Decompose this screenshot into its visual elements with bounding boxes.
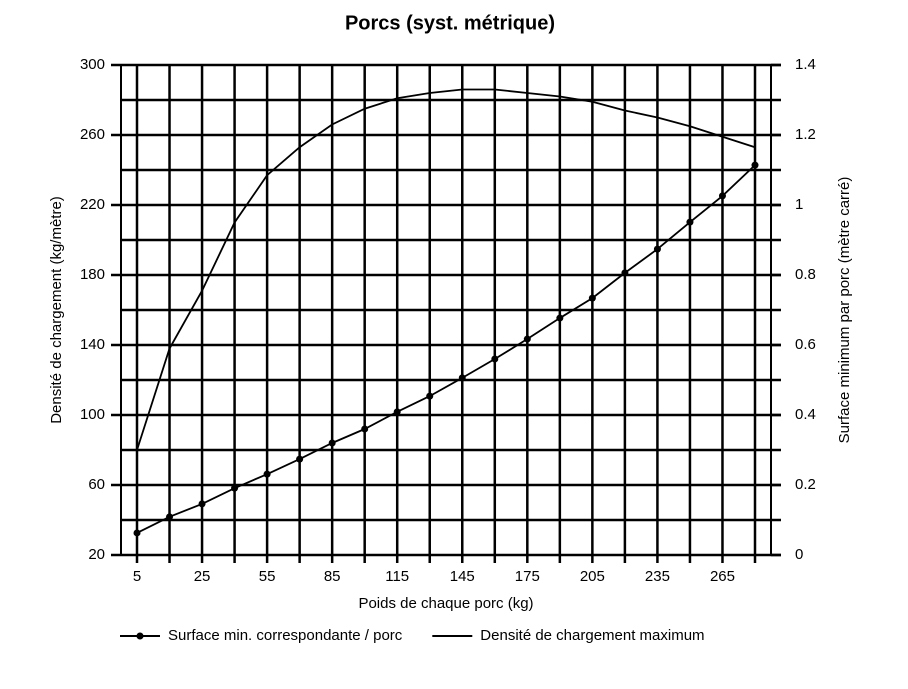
y2-tick-label: 1.2 [795, 126, 816, 143]
point [621, 269, 629, 277]
chart-title: Porcs (syst. métrique) [345, 12, 555, 34]
y2-axis-label: Surface minimum par porc (mètre carré) [836, 177, 853, 444]
point [686, 218, 694, 226]
x-axis-label: Poids de chaque porc (kg) [358, 595, 533, 612]
point [718, 192, 726, 200]
point [393, 408, 401, 416]
y-tick-label: 100 [80, 406, 105, 423]
y-axis-label: Densité de chargement (kg/mètre) [48, 196, 65, 424]
x-tick-label: 265 [710, 568, 735, 585]
point [328, 439, 336, 447]
point [523, 335, 531, 343]
series-line [136, 88, 756, 451]
x-tick-label: 85 [324, 568, 341, 585]
point [556, 314, 564, 322]
y-tick-label: 300 [80, 56, 105, 73]
point [198, 500, 206, 508]
series-line [136, 164, 756, 534]
y2-tick-label: 0.4 [795, 406, 816, 423]
y2-tick-label: 1 [795, 196, 803, 213]
x-tick-label: 25 [194, 568, 211, 585]
point [361, 425, 369, 433]
point [426, 392, 434, 400]
y2-tick-label: 1.4 [795, 56, 816, 73]
legend-marker [136, 632, 144, 640]
y2-tick-label: 0.6 [795, 336, 816, 353]
y2-tick-label: 0.2 [795, 476, 816, 493]
x-tick-label: 235 [645, 568, 670, 585]
point [653, 245, 661, 253]
y-tick-label: 220 [80, 196, 105, 213]
x-tick-label: 175 [515, 568, 540, 585]
point [231, 484, 239, 492]
point [458, 374, 466, 382]
point [296, 455, 304, 463]
point [751, 161, 759, 169]
legend-label: Surface min. correspondante / porc [168, 627, 403, 644]
point [588, 294, 596, 302]
point [263, 470, 271, 478]
y-tick-label: 180 [80, 266, 105, 283]
point [133, 529, 141, 537]
legend-label: Densité de chargement maximum [480, 627, 704, 644]
x-tick-label: 5 [133, 568, 141, 585]
y2-tick-label: 0 [795, 546, 803, 563]
x-tick-label: 115 [385, 568, 409, 585]
y-tick-label: 260 [80, 126, 105, 143]
y2-tick-label: 0.8 [795, 266, 816, 283]
y-tick-label: 60 [88, 476, 105, 493]
y-tick-label: 140 [80, 336, 105, 353]
y-tick-label: 20 [88, 546, 105, 563]
point [166, 513, 174, 521]
point [491, 355, 499, 363]
x-tick-label: 145 [450, 568, 475, 585]
x-tick-label: 55 [259, 568, 276, 585]
x-tick-label: 205 [580, 568, 605, 585]
